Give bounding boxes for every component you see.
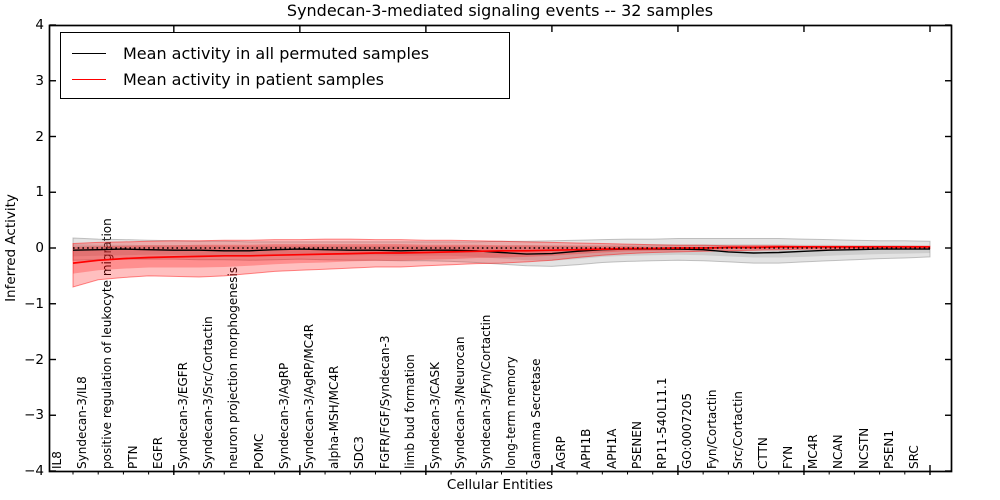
x-axis-label: Cellular Entities (446, 477, 554, 493)
legend-label: Mean activity in all permuted samples (123, 43, 430, 63)
legend-label: Mean activity in patient samples (123, 69, 384, 89)
legend-line-patient (72, 78, 106, 80)
y-tick-label: 1 (35, 184, 44, 201)
legend-row: Mean activity in all permuted samples (61, 40, 509, 66)
series-line-1 (72, 246, 930, 264)
series-line-0 (72, 248, 930, 255)
y-tick-label: 2 (35, 128, 44, 145)
legend-row: Mean activity in patient samples (61, 66, 509, 92)
y-tick-label: −4 (24, 463, 44, 479)
chart-title: Syndecan-3-mediated signaling events -- … (286, 1, 714, 20)
y-tick-label: 4 (35, 17, 44, 33)
legend-line-permuted (72, 52, 106, 54)
y-tick-label: −3 (24, 407, 44, 424)
y-tick-label: 0 (35, 240, 44, 256)
y-tick-label: 3 (35, 72, 44, 89)
y-tick-label: −2 (24, 351, 44, 368)
legend: Mean activity in all permuted samples Me… (60, 32, 510, 99)
y-tick-label: −1 (24, 295, 44, 312)
band-patient-inner (73, 244, 930, 274)
